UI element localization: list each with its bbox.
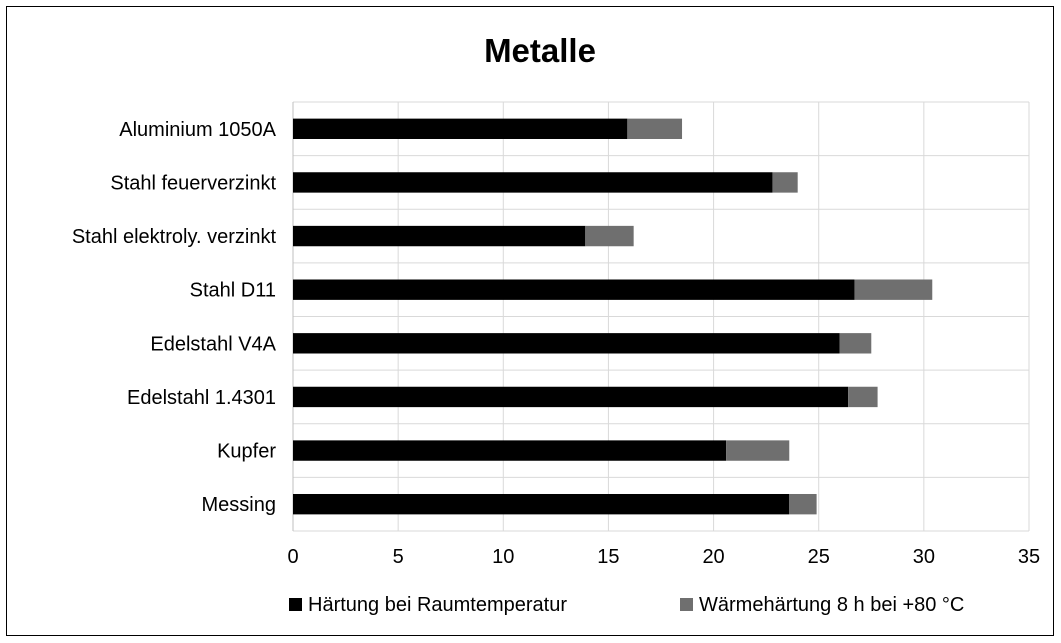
bar-segment-waermehaertung — [772, 172, 798, 193]
bar-segment-waermehaertung — [627, 118, 683, 140]
category-label: Edelstahl V4A — [150, 333, 276, 355]
category-label: Messing — [202, 494, 276, 516]
x-tick-label: 20 — [702, 546, 724, 568]
x-tick-labels: 0 5 10 15 20 25 30 35 — [287, 546, 1040, 568]
legend-label: Wärmehärtung 8 h bei +80 °C — [699, 594, 964, 616]
gridlines — [292, 101, 1030, 532]
x-tick-label: 30 — [913, 546, 935, 568]
category-label: Stahl D11 — [190, 280, 276, 302]
category-label: Stahl elektroly. verzinkt — [72, 226, 277, 248]
bar-segment-raumtemperatur — [293, 225, 586, 247]
bar-segment-raumtemperatur — [293, 279, 855, 300]
category-label: Kupfer — [217, 441, 276, 463]
category-label: Edelstahl 1.4301 — [127, 387, 276, 409]
x-tick-label: 5 — [393, 546, 404, 568]
bar-segment-raumtemperatur — [293, 333, 840, 354]
x-tick-label: 35 — [1018, 546, 1040, 568]
bar-segment-waermehaertung — [585, 225, 634, 247]
bar-segment-raumtemperatur — [293, 440, 727, 461]
bar-segment-raumtemperatur — [293, 118, 628, 140]
legend-swatch — [289, 598, 302, 611]
bar-segment-waermehaertung — [839, 333, 872, 354]
bar-segment-waermehaertung — [789, 493, 817, 515]
category-label: Stahl feuerverzinkt — [110, 172, 276, 194]
bar-segment-raumtemperatur — [293, 386, 849, 408]
x-tick-label: 15 — [597, 546, 619, 568]
chart-title: Metalle — [484, 32, 596, 69]
x-tick-label: 25 — [808, 546, 830, 568]
bars — [293, 118, 933, 515]
bar-segment-waermehaertung — [854, 279, 933, 300]
legend-swatch — [680, 598, 693, 611]
bar-segment-raumtemperatur — [293, 493, 790, 515]
category-label: Aluminium 1050A — [119, 119, 276, 141]
x-tick-label: 10 — [492, 546, 514, 568]
legend: Härtung bei Raumtemperatur Wärmehärtung 8… — [289, 594, 964, 616]
bar-segment-raumtemperatur — [293, 172, 773, 193]
legend-label: Härtung bei Raumtemperatur — [308, 594, 567, 616]
x-tick-label: 0 — [287, 546, 298, 568]
bar-segment-waermehaertung — [726, 440, 790, 461]
bar-segment-waermehaertung — [848, 386, 878, 408]
category-labels: Aluminium 1050A Stahl feuerverzinkt Stahl … — [72, 119, 277, 516]
